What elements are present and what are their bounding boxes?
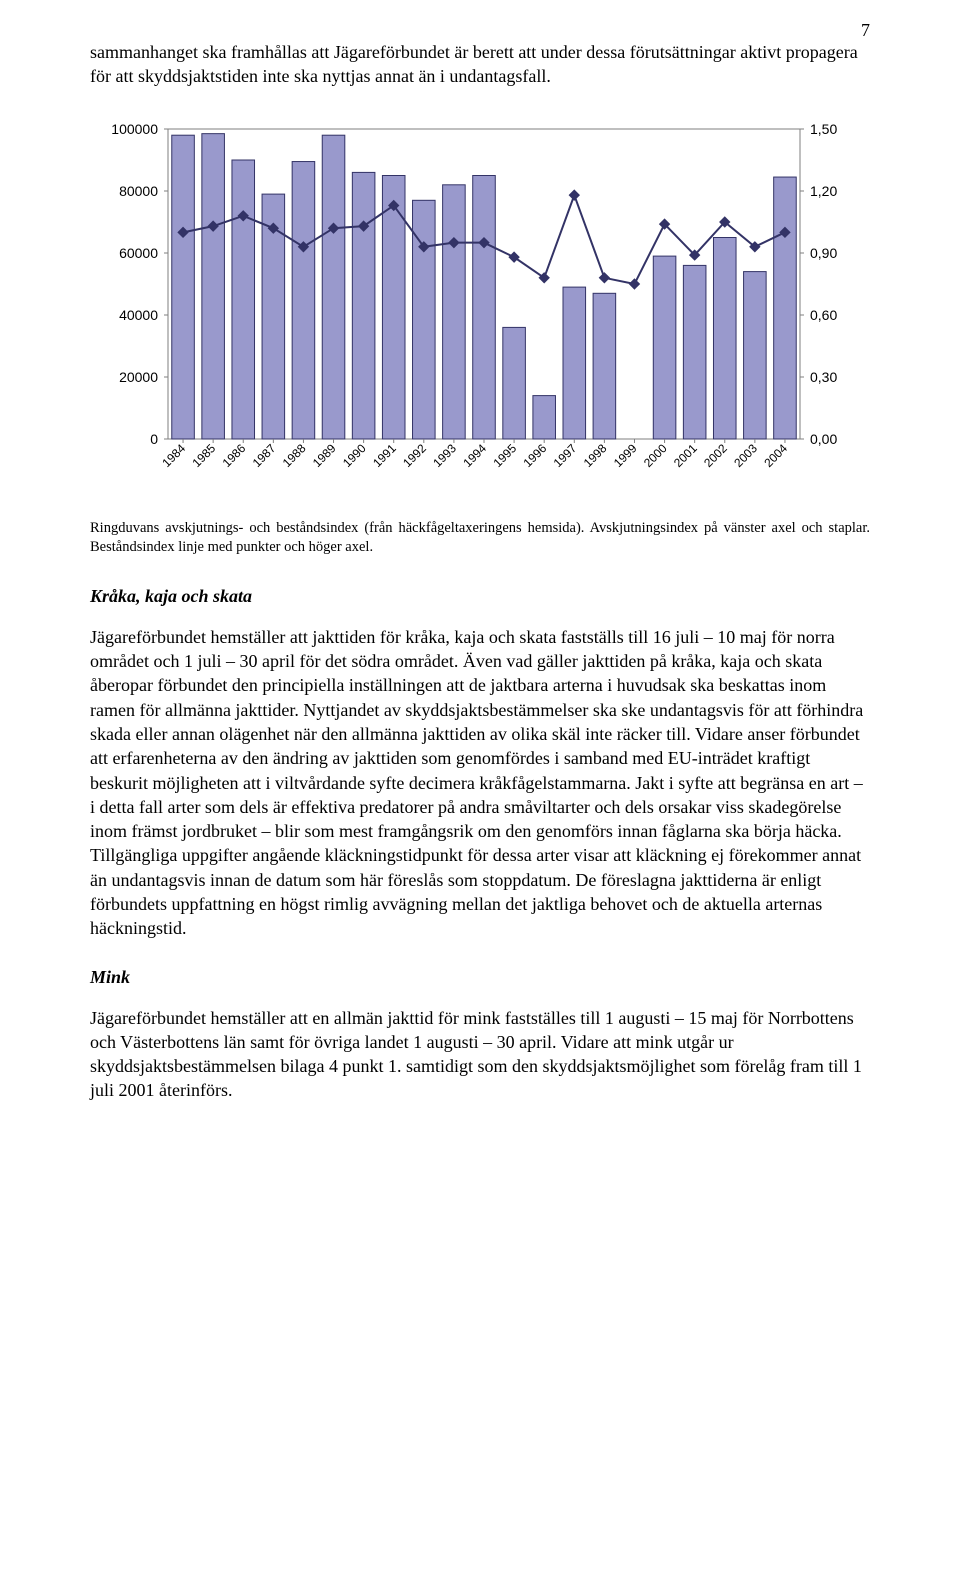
svg-text:2004: 2004 <box>761 441 790 470</box>
svg-text:2000: 2000 <box>641 441 670 470</box>
svg-text:1993: 1993 <box>430 441 459 470</box>
bar-line-chart: 0 20000 40000 60000 80000 100000 0,00 0,30 0,60 0… <box>90 119 860 509</box>
section-title-kraka: Kråka, kaja och skata <box>90 586 870 607</box>
section-title-mink: Mink <box>90 967 870 988</box>
svg-text:1,20: 1,20 <box>810 183 837 199</box>
svg-text:2003: 2003 <box>731 441 760 470</box>
svg-text:0,90: 0,90 <box>810 245 837 261</box>
svg-text:1998: 1998 <box>581 441 610 470</box>
svg-text:1987: 1987 <box>250 441 279 470</box>
svg-text:1988: 1988 <box>280 441 309 470</box>
svg-text:0,60: 0,60 <box>810 307 837 323</box>
section-body-kraka: Jägareförbundet hemställer att jakttiden… <box>90 625 870 941</box>
svg-text:40000: 40000 <box>119 307 158 323</box>
svg-text:1989: 1989 <box>310 441 339 470</box>
svg-text:20000: 20000 <box>119 369 158 385</box>
chart-caption: Ringduvans avskjutnings- och beståndsind… <box>90 519 870 558</box>
svg-text:1992: 1992 <box>400 441 429 470</box>
svg-text:2002: 2002 <box>701 441 730 470</box>
svg-text:2001: 2001 <box>671 441 700 470</box>
svg-text:1995: 1995 <box>490 441 519 470</box>
svg-text:80000: 80000 <box>119 183 158 199</box>
svg-text:1985: 1985 <box>189 441 218 470</box>
page-number: 7 <box>861 20 870 41</box>
svg-text:1990: 1990 <box>340 441 369 470</box>
svg-text:1,50: 1,50 <box>810 121 837 137</box>
svg-text:1999: 1999 <box>611 441 640 470</box>
chart-container: 0 20000 40000 60000 80000 100000 0,00 0,30 0,60 0… <box>90 119 870 509</box>
svg-text:100000: 100000 <box>111 121 158 137</box>
svg-text:1997: 1997 <box>551 441 580 470</box>
svg-text:0: 0 <box>150 431 158 447</box>
page: 7 sammanhanget ska framhållas att Jägare… <box>0 0 960 1163</box>
intro-paragraph: sammanhanget ska framhållas att Jägarefö… <box>90 40 870 89</box>
svg-text:1984: 1984 <box>159 441 188 470</box>
svg-text:0,30: 0,30 <box>810 369 837 385</box>
svg-text:60000: 60000 <box>119 245 158 261</box>
svg-text:1991: 1991 <box>370 441 399 470</box>
svg-text:1994: 1994 <box>460 441 489 470</box>
svg-text:1996: 1996 <box>521 441 550 470</box>
svg-text:1986: 1986 <box>220 441 249 470</box>
svg-text:0,00: 0,00 <box>810 431 837 447</box>
section-body-mink: Jägareförbundet hemställer att en allmän… <box>90 1006 870 1103</box>
